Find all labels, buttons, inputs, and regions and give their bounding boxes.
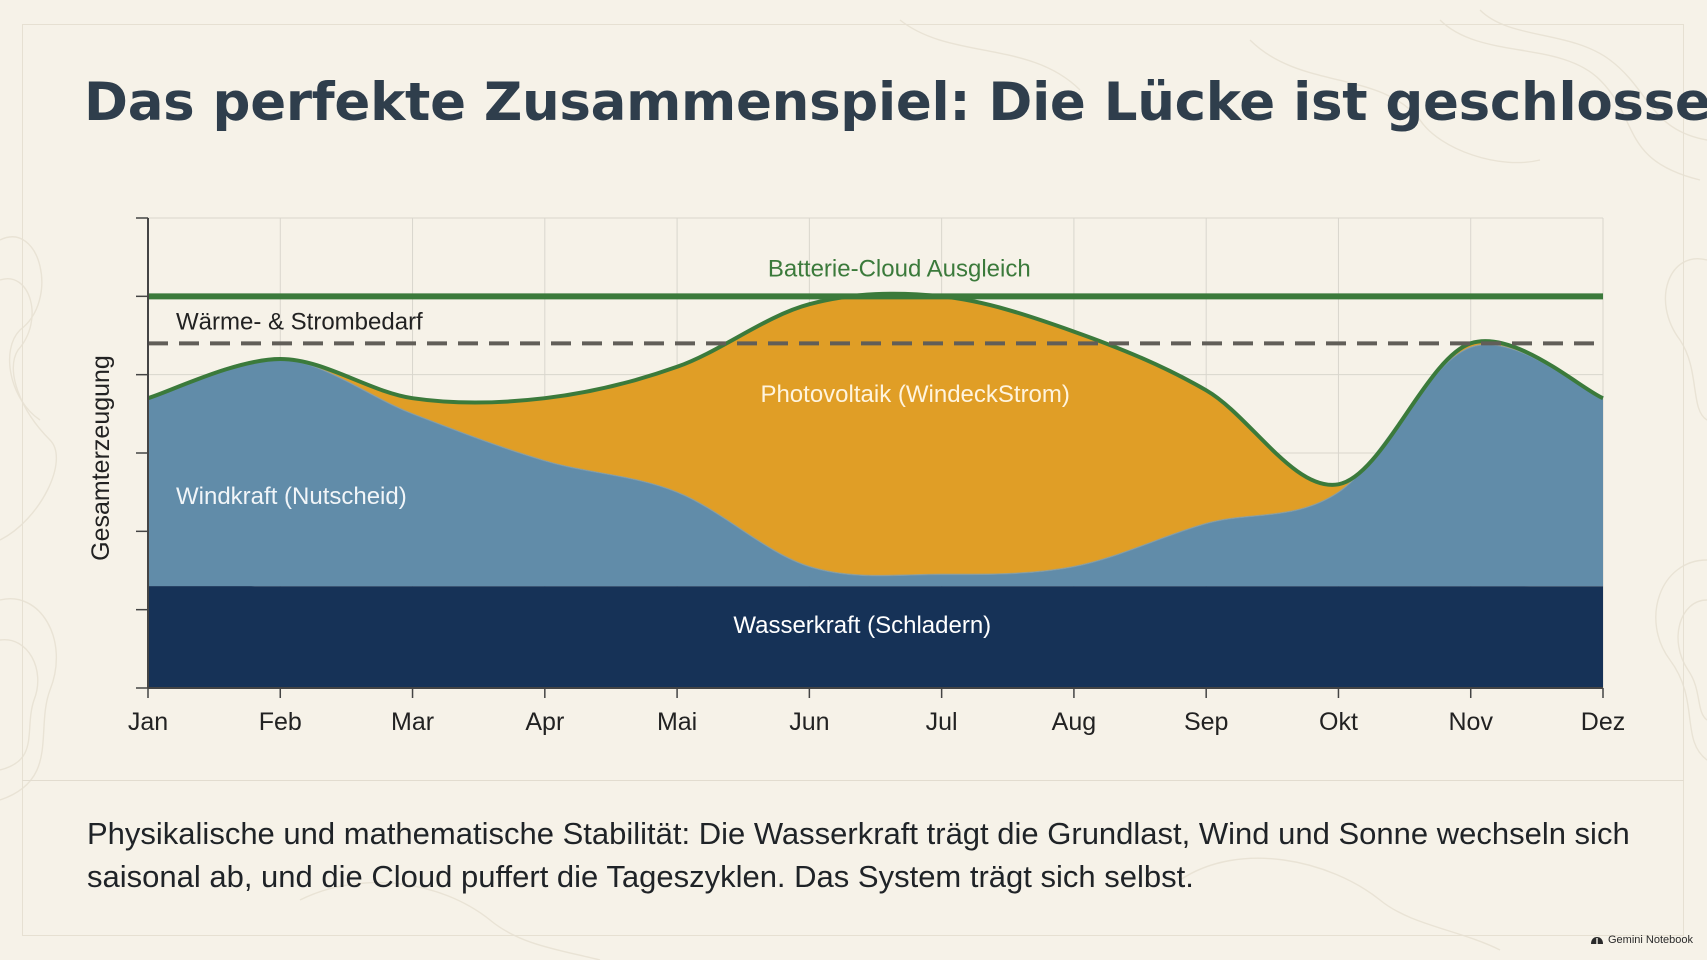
divider [22,780,1684,781]
slide-frame [22,24,1684,936]
series-label-wind: Windkraft (Nutscheid) [176,483,407,510]
x-tick-label: Aug [1052,708,1096,736]
area-hydro [148,586,1603,688]
axis-layer: Jan Feb Mar Apr Mai Jun Jul Aug Sep Okt Nov Dez Gesa… [87,217,1625,736]
reference-lines [148,293,1603,346]
caption-text: Physikalische und mathematische Stabilit… [87,816,1630,894]
x-tick-label: Jun [789,708,829,736]
x-tick-label: Dez [1581,708,1625,736]
x-tick-label: Jul [926,708,958,736]
series-label-solar: Photovoltaik (WindeckStrom) [760,381,1069,408]
x-tick-label: Mar [391,708,434,736]
label-layer: Batterie-Cloud Ausgleich Wärme- & Strombe… [176,255,1070,639]
x-tick-label: Okt [1319,708,1358,736]
brand-label: Gemini Notebook [1608,934,1693,946]
x-tick-label: Sep [1184,708,1228,736]
demand-label: Wärme- & Strombedarf [176,308,423,335]
x-tick-label: Jan [128,708,168,736]
x-tick-label: Feb [259,708,302,736]
x-tick-label: Mai [657,708,697,736]
x-tick-label: Nov [1448,708,1493,736]
notebook-icon [1591,936,1603,944]
page-title: Das perfekte Zusammenspiel: Die Lücke is… [84,72,1707,133]
y-axis-label: Gesamterzeugung [87,355,115,561]
area-wind [148,344,1603,587]
brand-mark: Gemini Notebook [1590,934,1693,946]
energy-chart: Jan Feb Mar Apr Mai Jun Jul Aug Sep Okt Nov Dez Gesa… [87,217,1625,736]
x-tick-label: Apr [525,708,564,736]
area-solar [148,293,1603,576]
area-layer [147,291,1604,688]
battery-cloud-label: Batterie-Cloud Ausgleich [768,255,1031,282]
series-label-hydro: Wasserkraft (Schladern) [733,612,991,639]
